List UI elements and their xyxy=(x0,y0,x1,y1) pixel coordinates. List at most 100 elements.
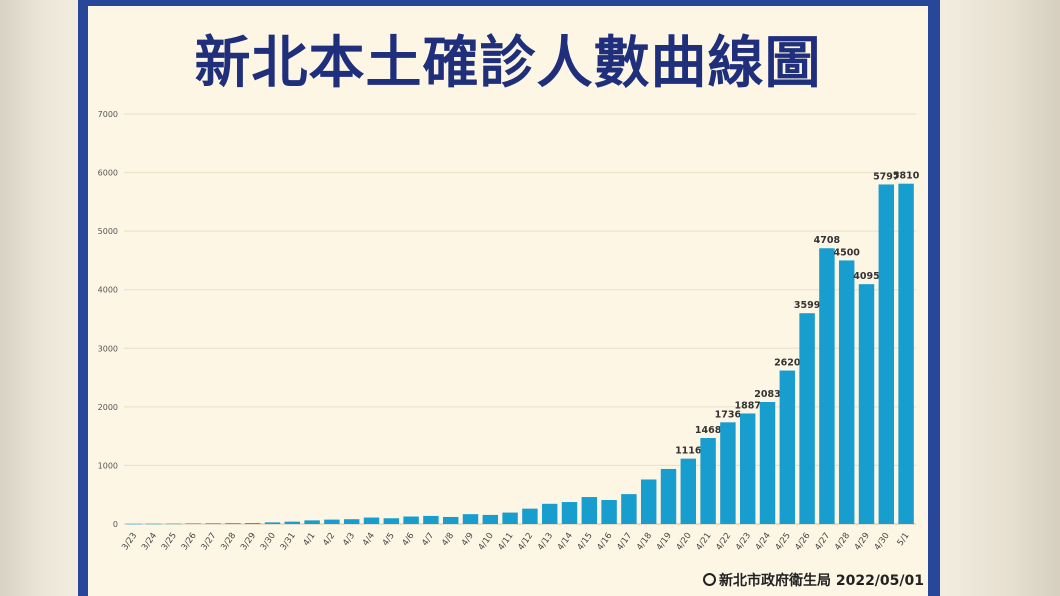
x-tick-label: 3/26 xyxy=(180,531,199,552)
bar xyxy=(799,313,815,524)
bar xyxy=(640,479,657,524)
bar xyxy=(720,422,736,524)
data-label: 2620 xyxy=(774,358,801,369)
bar xyxy=(581,497,598,524)
x-tick-label: 4/19 xyxy=(655,531,674,552)
background-left xyxy=(0,0,78,596)
bar xyxy=(205,523,221,524)
bar xyxy=(244,523,261,524)
bar xyxy=(423,515,439,524)
data-label: 1116 xyxy=(675,446,702,457)
x-tick-label: 3/23 xyxy=(120,531,139,552)
data-label: 2083 xyxy=(754,389,780,400)
x-tick-label: 3/25 xyxy=(160,531,179,552)
x-tick-label: 4/11 xyxy=(496,531,515,552)
x-tick-label: 4/18 xyxy=(635,531,654,552)
bar xyxy=(601,499,617,524)
x-tick-label: 4/5 xyxy=(381,531,397,548)
bar xyxy=(561,502,578,524)
bar xyxy=(145,523,162,525)
y-tick-label: 2000 xyxy=(98,403,118,412)
x-tick-label: 4/16 xyxy=(595,531,614,552)
bar xyxy=(700,438,716,524)
x-tick-label: 4/30 xyxy=(873,531,892,552)
x-tick-label: 4/2 xyxy=(321,531,337,548)
data-label: 3599 xyxy=(794,300,820,311)
x-tick-label: 4/12 xyxy=(516,531,535,552)
bar xyxy=(343,519,360,524)
bar xyxy=(324,519,340,524)
x-tick-label: 4/23 xyxy=(734,531,753,552)
chart-title: 新北本土確診人數曲線圖 xyxy=(194,31,822,96)
x-tick-label: 4/27 xyxy=(813,531,832,552)
data-label: 1887 xyxy=(734,400,760,411)
bar xyxy=(759,401,776,524)
x-tick-label: 5/1 xyxy=(896,531,912,548)
y-tick-label: 1000 xyxy=(98,461,118,470)
data-label: 4500 xyxy=(833,247,860,258)
x-tick-label: 4/10 xyxy=(477,531,496,552)
x-tick-label: 3/30 xyxy=(259,531,278,552)
bar xyxy=(878,184,895,524)
background-right xyxy=(940,0,1060,596)
x-tick-label: 3/28 xyxy=(219,531,238,552)
seal-icon xyxy=(702,573,716,586)
y-tick-label: 4000 xyxy=(98,286,118,295)
bar xyxy=(541,503,558,524)
x-tick-label: 4/9 xyxy=(460,531,476,548)
data-label: 5810 xyxy=(893,171,920,182)
bar xyxy=(838,260,855,524)
x-tick-label: 4/3 xyxy=(341,531,357,548)
bar xyxy=(383,518,400,524)
bar xyxy=(660,468,677,524)
x-tick-label: 4/22 xyxy=(714,531,733,552)
bar xyxy=(185,523,202,524)
bar xyxy=(898,183,914,524)
bar xyxy=(284,521,301,524)
x-tick-label: 3/27 xyxy=(199,531,218,552)
bar xyxy=(126,523,142,525)
data-label: 4708 xyxy=(814,235,841,246)
footer: 新北市政府衛生局 2022/05/01 xyxy=(702,570,924,590)
bar xyxy=(502,512,518,524)
bar xyxy=(304,520,320,524)
x-tick-label: 3/29 xyxy=(239,531,258,552)
bar xyxy=(739,413,756,524)
bar xyxy=(621,494,637,524)
x-tick-label: 4/15 xyxy=(576,531,595,552)
x-tick-label: 4/4 xyxy=(361,531,377,548)
x-tick-label: 4/8 xyxy=(440,531,456,548)
y-tick-label: 0 xyxy=(113,520,118,529)
x-tick-label: 4/13 xyxy=(536,531,555,552)
bar xyxy=(264,522,281,524)
x-tick-label: 4/28 xyxy=(833,531,852,552)
y-tick-label: 6000 xyxy=(98,169,118,178)
x-tick-label: 4/20 xyxy=(675,531,694,552)
bar xyxy=(403,516,419,524)
bar xyxy=(680,458,697,524)
bar xyxy=(522,508,538,524)
bar xyxy=(462,514,479,524)
x-tick-label: 4/7 xyxy=(420,531,436,548)
bar xyxy=(482,514,499,524)
x-tick-label: 4/21 xyxy=(694,531,713,552)
x-tick-label: 4/14 xyxy=(556,531,575,552)
bar xyxy=(225,523,241,524)
x-tick-label: 4/26 xyxy=(793,531,812,552)
data-label: 4095 xyxy=(853,271,879,282)
data-label: 1736 xyxy=(715,409,742,420)
x-tick-label: 3/31 xyxy=(279,531,298,552)
bar xyxy=(858,284,875,524)
bar xyxy=(779,370,796,524)
bar xyxy=(819,248,835,524)
bar xyxy=(442,516,459,524)
bar xyxy=(165,523,182,525)
x-tick-label: 4/24 xyxy=(754,531,773,552)
x-tick-label: 4/25 xyxy=(774,531,793,552)
x-tick-label: 4/17 xyxy=(615,531,634,552)
bar xyxy=(363,517,380,524)
data-label: 1468 xyxy=(695,425,722,436)
footer-text: 新北市政府衛生局 2022/05/01 xyxy=(718,573,924,589)
y-tick-label: 7000 xyxy=(98,110,118,119)
